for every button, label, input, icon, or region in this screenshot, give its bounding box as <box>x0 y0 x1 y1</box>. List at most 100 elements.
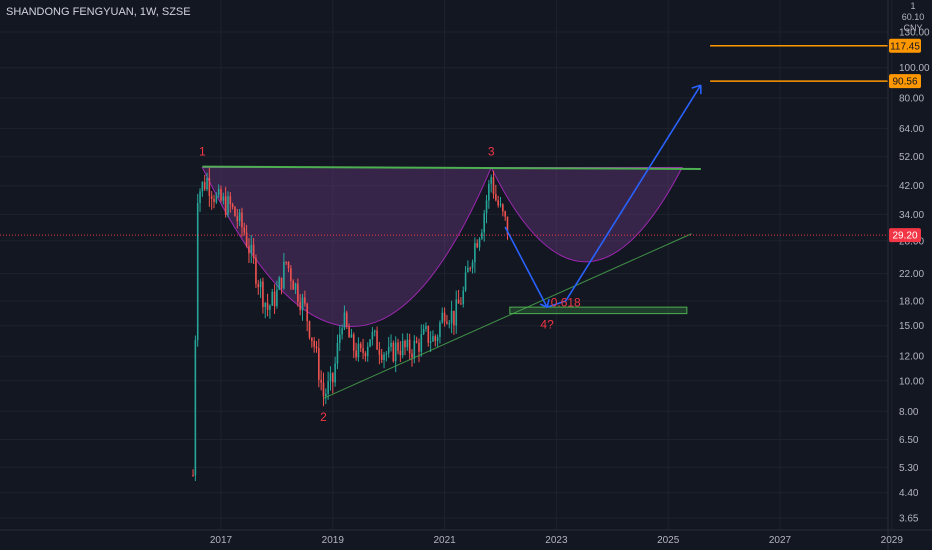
candle-body <box>413 340 416 358</box>
candle-body <box>236 216 239 222</box>
candle-body <box>264 302 267 307</box>
candle-body <box>450 310 453 324</box>
candle-body <box>203 182 206 190</box>
candle-body <box>220 189 222 201</box>
currency-line-1: 1 60.10 <box>901 1 925 22</box>
y-tick-label: 4.40 <box>899 488 919 499</box>
candle-body <box>488 183 490 201</box>
y-tick-label: 3.65 <box>899 514 919 525</box>
candle-body <box>369 339 371 347</box>
x-tick-label: 2023 <box>545 535 568 546</box>
annotation-label: 1 <box>199 145 206 159</box>
candle-body <box>348 326 350 338</box>
candle-body <box>436 337 439 341</box>
chart-title: SHANDONG FENGYUAN, 1W, SZSE <box>6 6 191 18</box>
candle-body <box>420 334 423 352</box>
candle-body <box>206 177 208 190</box>
candle-body <box>196 203 199 341</box>
candle-body <box>320 379 322 383</box>
candle-body <box>485 200 488 214</box>
candle-body <box>345 312 348 327</box>
candle-body <box>241 212 243 228</box>
candle-body <box>343 312 346 329</box>
candle-body <box>271 291 274 306</box>
candle-body <box>418 342 420 352</box>
candle-body <box>432 336 434 342</box>
candle-body <box>283 261 285 289</box>
candle-body <box>255 257 257 285</box>
candle-body <box>471 262 474 268</box>
currency-label: 1 60.10 CNY <box>898 1 928 34</box>
y-tick-label: 64.00 <box>899 124 924 135</box>
candle-body <box>252 244 255 258</box>
candle-body <box>231 204 234 208</box>
arrowhead-up <box>691 84 702 95</box>
candle-body <box>490 177 492 184</box>
candle-body <box>492 177 495 194</box>
y-tick-label: 6.50 <box>899 435 919 446</box>
candle-body <box>227 196 229 215</box>
candle-body <box>325 393 327 397</box>
candle-body <box>292 280 295 290</box>
candle-body <box>278 277 281 290</box>
candle-body <box>385 353 388 355</box>
candle-body <box>376 330 378 350</box>
grid-lines <box>0 0 893 530</box>
candle-body <box>457 299 460 304</box>
candle-body <box>269 305 271 310</box>
candle-body <box>341 328 343 335</box>
candle-body <box>394 342 397 362</box>
candle-body <box>297 283 299 303</box>
drawings[interactable]: 1 2 3 4? 0.618 <box>0 45 888 424</box>
candle-body <box>262 281 264 307</box>
candle-body <box>276 289 278 307</box>
candlesticks <box>192 168 509 482</box>
cup-shape[interactable] <box>201 167 492 328</box>
candle-body <box>455 299 458 326</box>
resistance-line[interactable] <box>202 165 701 170</box>
candle-body <box>401 340 404 356</box>
candle-body <box>215 195 218 203</box>
candle-body <box>285 261 288 263</box>
support-zone[interactable] <box>509 306 688 315</box>
candle-body <box>259 281 262 288</box>
candle-body <box>387 346 390 354</box>
candle-body <box>322 382 325 397</box>
candle-body <box>362 348 364 353</box>
candle-body <box>478 238 481 248</box>
candle-body <box>329 372 332 382</box>
candle-body <box>273 291 276 307</box>
candle-body <box>406 339 409 348</box>
y-tick-label: 100.00 <box>899 63 930 74</box>
candle-body <box>499 204 502 206</box>
candle-body <box>446 321 448 324</box>
candle-body <box>357 343 360 358</box>
x-tick-label: 2019 <box>322 535 345 546</box>
candle-body <box>359 343 362 349</box>
candle-body <box>371 331 374 340</box>
candle-body <box>439 322 441 338</box>
candle-body <box>411 353 413 358</box>
candle-body <box>248 246 250 254</box>
candle-body <box>334 363 336 383</box>
candle-body <box>399 350 402 356</box>
candle-body <box>304 297 306 304</box>
candle-body <box>250 244 253 254</box>
projection-arrow[interactable] <box>504 84 702 309</box>
y-tick-label: 80.00 <box>899 94 924 105</box>
candle-body <box>476 243 479 248</box>
candle-body <box>224 196 227 215</box>
price-label-value: 90.56 <box>892 77 917 88</box>
candle-body <box>299 302 301 311</box>
y-tick-label: 52.00 <box>899 152 924 163</box>
candle-body <box>294 283 297 290</box>
candle-body <box>427 325 430 343</box>
y-tick-label: 42.00 <box>899 181 924 192</box>
candle-body <box>504 211 506 217</box>
handle-shape[interactable] <box>490 167 683 263</box>
candle-body <box>327 381 329 394</box>
candle-body <box>483 213 485 233</box>
trend-line[interactable] <box>323 233 692 399</box>
price-label-value: 29.20 <box>892 231 917 242</box>
